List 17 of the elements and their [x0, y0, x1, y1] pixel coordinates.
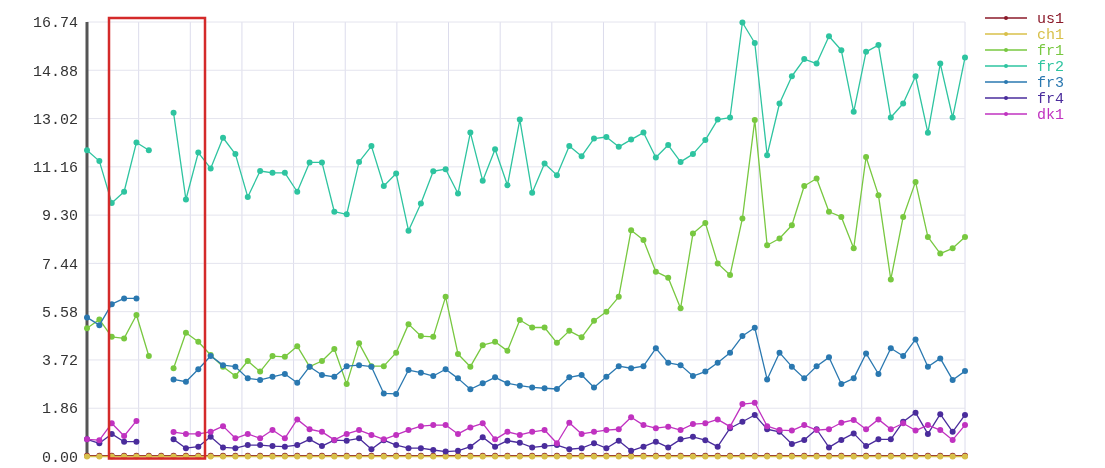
y-tick-label: 16.74: [32, 15, 78, 33]
y-tick-label: 13.02: [32, 111, 78, 129]
legend-label: dk1: [1037, 107, 1065, 125]
legend-label: us1: [1037, 11, 1065, 29]
legend-label: fr4: [1037, 91, 1065, 109]
legend-label: fr2: [1037, 59, 1065, 77]
legend-label: fr3: [1037, 75, 1065, 93]
y-tick-label: 9.30: [41, 208, 78, 226]
legend-label: fr1: [1037, 43, 1065, 61]
y-tick-label: 11.16: [32, 160, 78, 178]
y-tick-label: 5.58: [41, 304, 78, 322]
y-tick-label: 0.00: [41, 449, 78, 467]
y-tick-label: 3.72: [41, 353, 78, 371]
y-tick-label: 1.86: [41, 401, 78, 419]
legend-label: ch1: [1037, 27, 1065, 45]
y-tick-label: 14.88: [32, 63, 78, 81]
y-tick-label: 7.44: [41, 256, 78, 274]
